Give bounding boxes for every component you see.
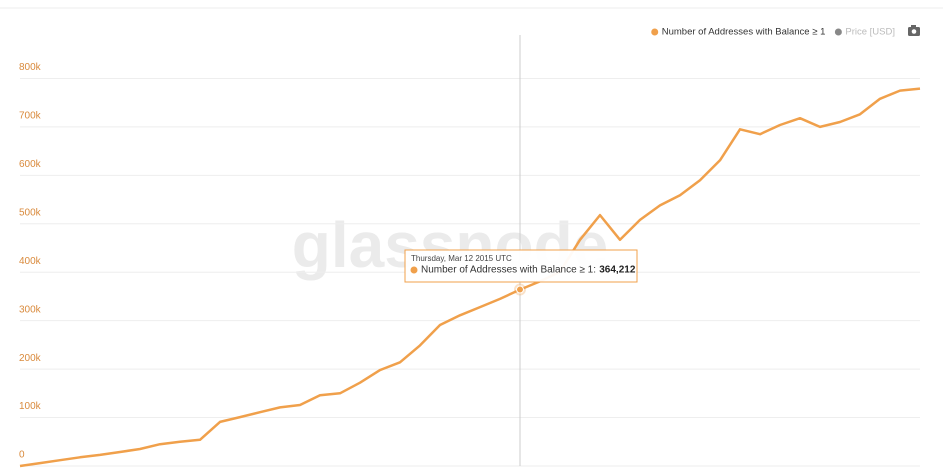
hover-point xyxy=(516,285,524,294)
y-tick-label: 300k xyxy=(19,304,42,315)
tooltip-value: 364,212 xyxy=(599,265,636,276)
y-tick-label: 200k xyxy=(19,353,42,364)
legend-label: Price [USD] xyxy=(845,27,895,38)
tooltip-separator: : xyxy=(593,265,599,276)
legend-label: Number of Addresses with Balance ≥ 1 xyxy=(662,27,826,38)
tooltip-series-name: Number of Addresses with Balance ≥ 1 xyxy=(421,265,594,276)
tooltip-title: Thursday, Mar 12 2015 UTC xyxy=(411,254,512,263)
y-tick-label: 400k xyxy=(19,256,42,267)
y-tick-label: 0 xyxy=(19,450,25,461)
tooltip-swatch xyxy=(410,266,418,274)
y-tick-label: 800k xyxy=(19,62,42,73)
tooltip: Thursday, Mar 12 2015 UTC Number of Addre… xyxy=(404,249,638,283)
legend-swatch xyxy=(834,28,842,36)
y-tick-label: 700k xyxy=(19,111,42,122)
camera-icon[interactable] xyxy=(908,25,920,36)
y-tick-label: 500k xyxy=(19,207,42,218)
camera-top xyxy=(911,25,916,28)
camera-lens xyxy=(911,29,917,34)
tooltip-box xyxy=(404,249,638,283)
y-tick-label: 600k xyxy=(19,159,42,170)
data-line xyxy=(19,87,921,468)
legend-swatch xyxy=(651,28,659,36)
y-tick-label: 100k xyxy=(19,401,42,412)
